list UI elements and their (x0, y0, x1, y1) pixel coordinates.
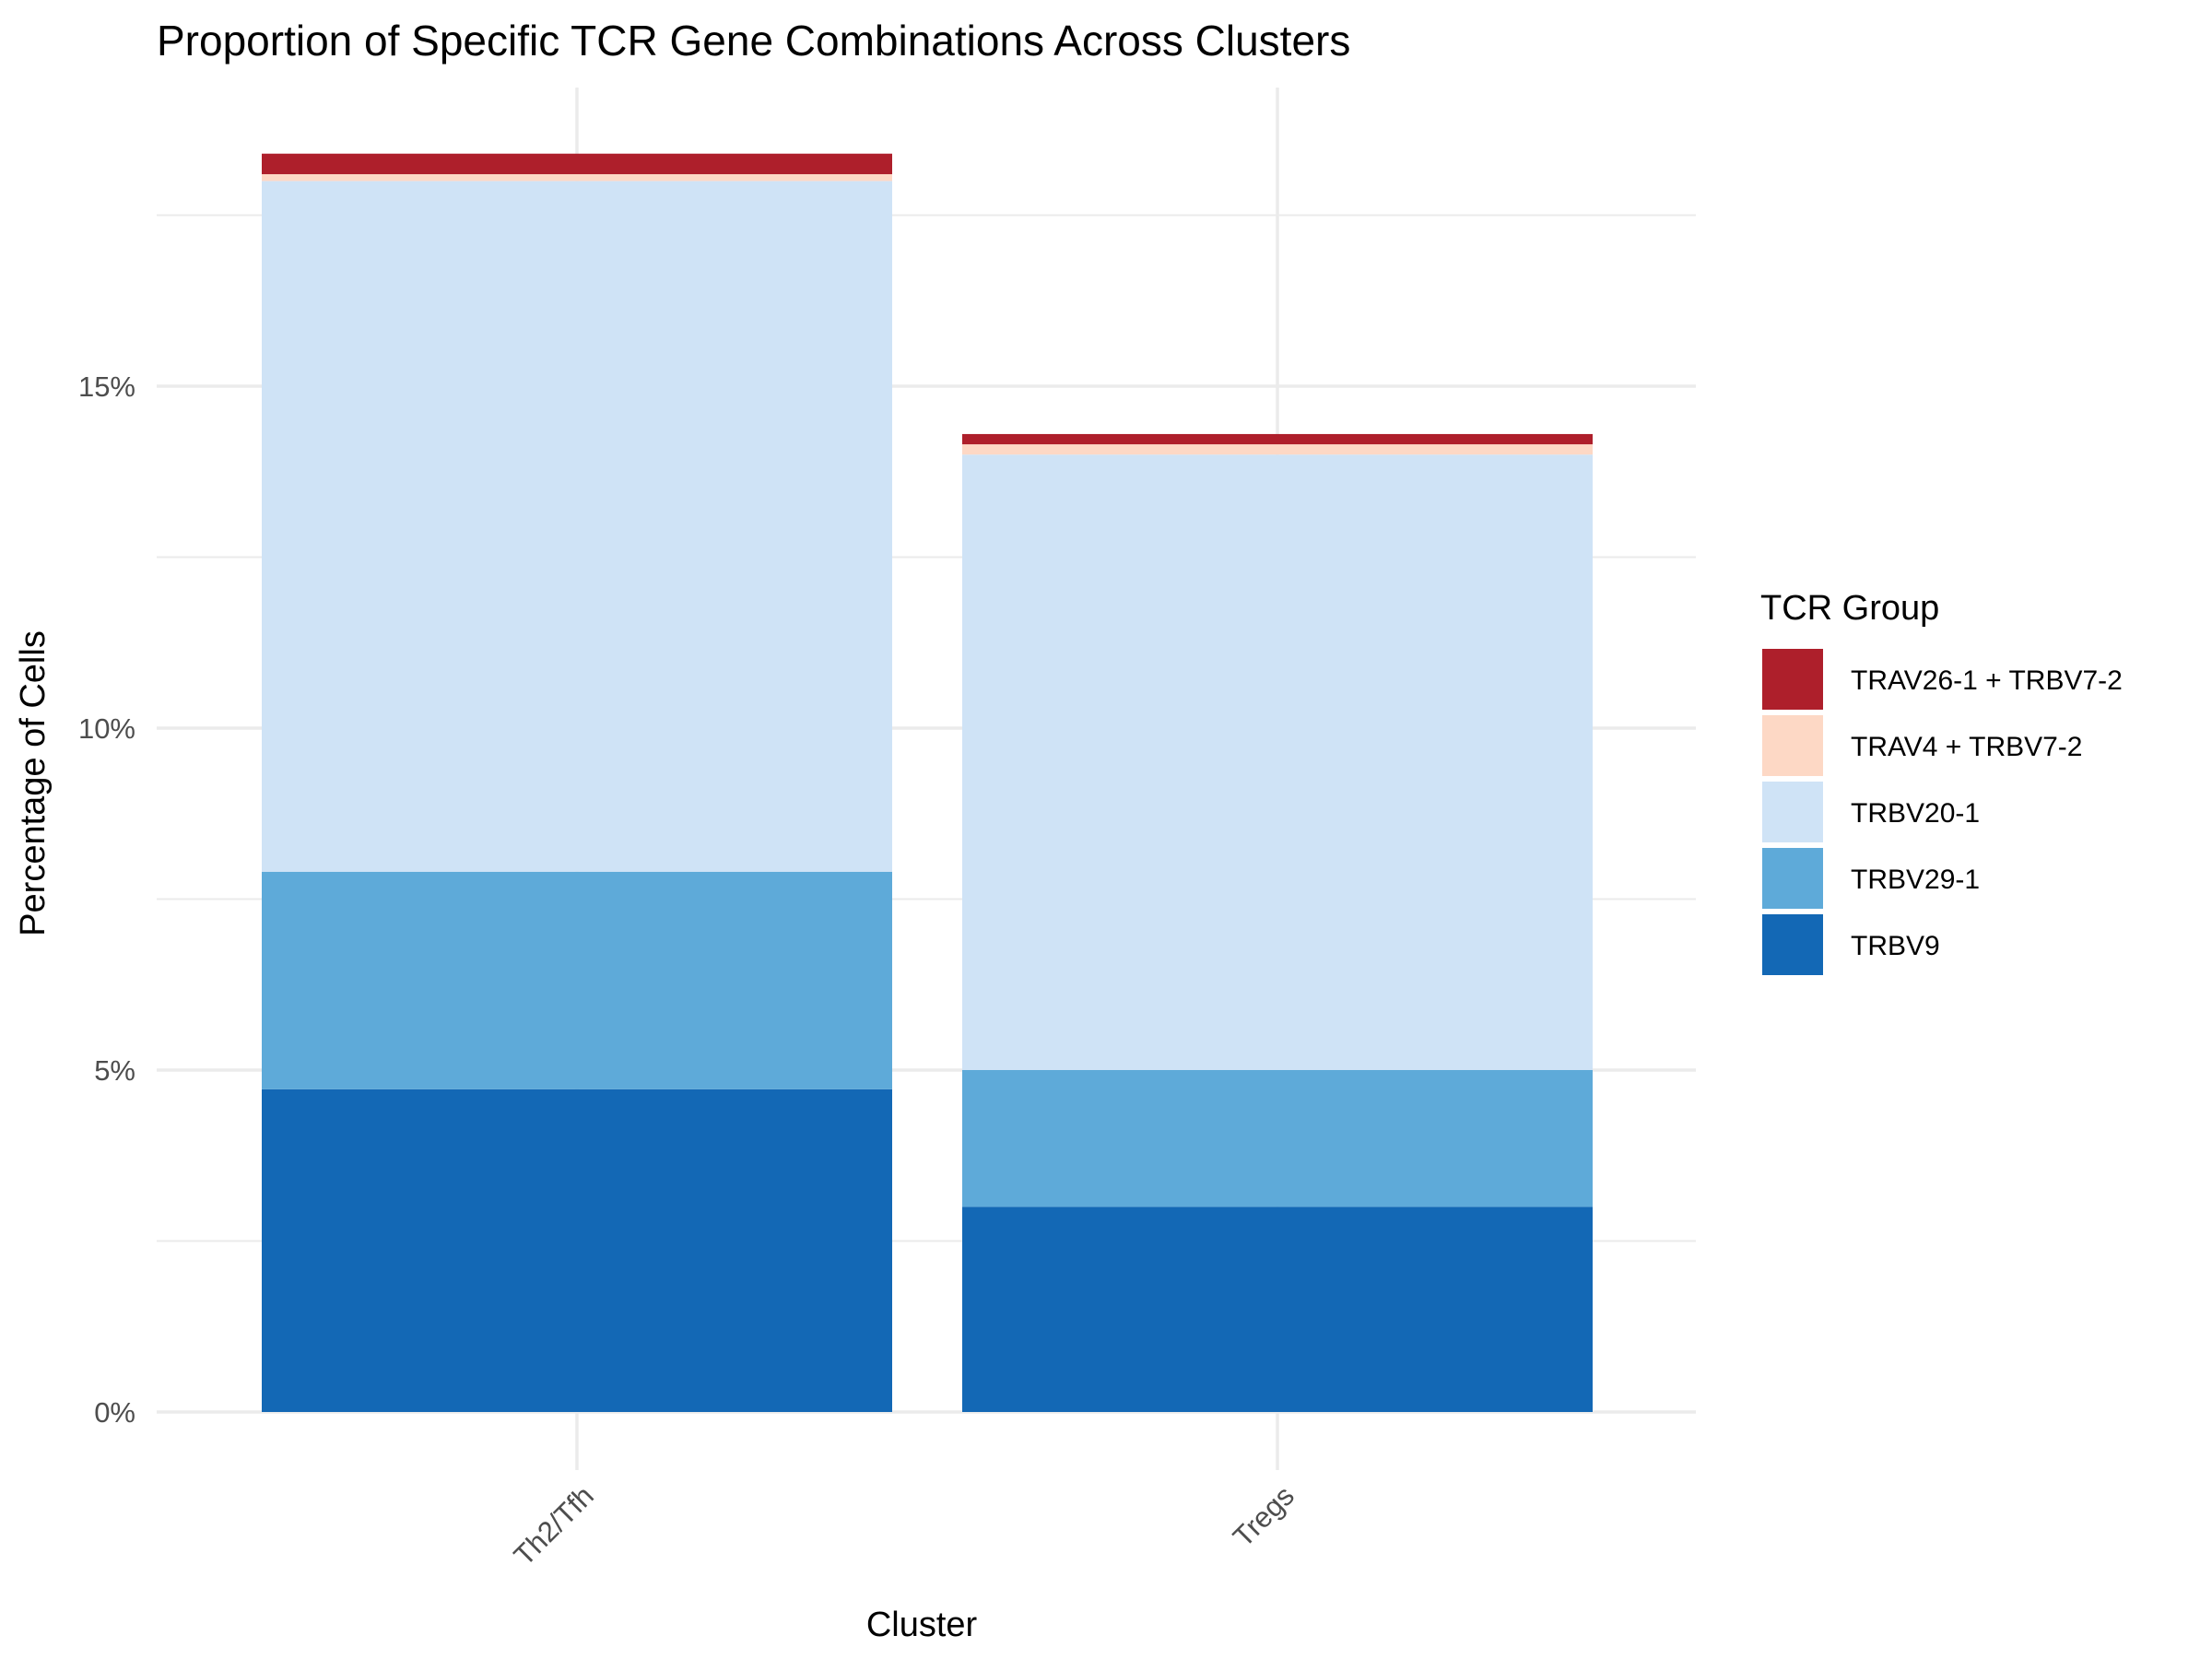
legend-label: TRAV4 + TRBV7-2 (1851, 732, 2082, 762)
legend-key (1762, 782, 1823, 842)
y-tick-label: 15% (78, 371, 135, 403)
bar-segment-th2-tfh-trav26-1-trbv7-2 (262, 153, 892, 174)
legend-title: TCR Group (1760, 589, 1939, 628)
y-tick-label: 5% (94, 1054, 135, 1087)
bar-segment-th2-tfh-trbv20-1 (262, 181, 892, 872)
legend-label: TRBV20-1 (1851, 798, 1980, 829)
bar-segment-th2-tfh-trav4-trbv7-2 (262, 173, 892, 182)
legend-key (1762, 848, 1823, 909)
legend-key (1762, 715, 1823, 776)
legend-label: TRBV9 (1851, 931, 1940, 961)
legend-key (1762, 914, 1823, 975)
bar-segment-th2-tfh-trbv29-1 (262, 871, 892, 1089)
bar-segment-tregs-trbv9 (962, 1206, 1593, 1412)
y-tick-label: 0% (94, 1396, 135, 1429)
bar-segment-tregs-trbv29-1 (962, 1070, 1593, 1207)
legend: TCR Group TRAV26-1 + TRBV7-2 TRAV4 + TRBV… (1760, 589, 2123, 975)
bar-segment-tregs-trbv20-1 (962, 454, 1593, 1070)
bar-segment-tregs-trav26-1-trbv7-2 (962, 433, 1593, 445)
chart-title: Proportion of Specific TCR Gene Combinat… (157, 17, 1350, 65)
legend-label: TRAV26-1 + TRBV7-2 (1851, 665, 2123, 696)
legend-label: TRBV29-1 (1851, 865, 1980, 895)
bars (262, 153, 1593, 1412)
bar-segment-tregs-trav4-trbv7-2 (962, 444, 1593, 455)
legend-key (1762, 649, 1823, 710)
y-axis-title: Percentage of Cells (14, 630, 53, 936)
y-tick-label: 10% (78, 712, 135, 745)
x-axis-title: Cluster (866, 1606, 978, 1644)
bar-segment-th2-tfh-trbv9 (262, 1088, 892, 1412)
y-tick-labels: 0% 5% 10% 15% (78, 371, 135, 1429)
